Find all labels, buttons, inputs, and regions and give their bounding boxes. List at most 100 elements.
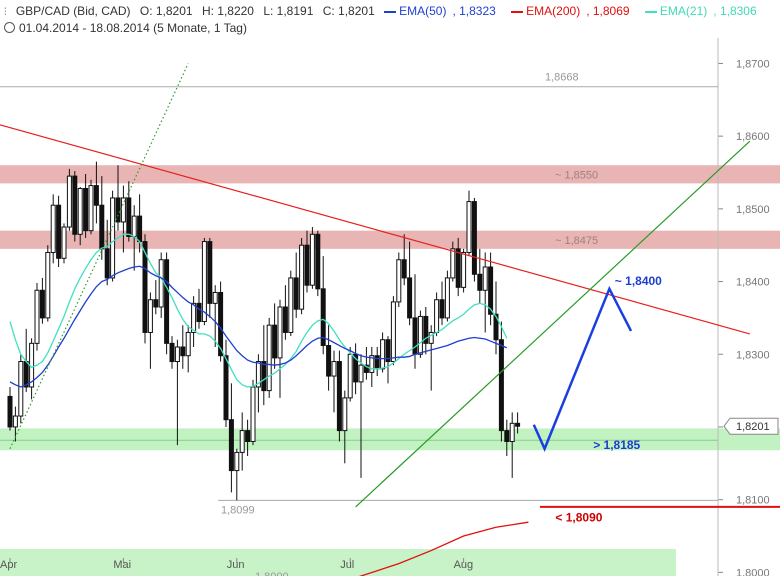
- bottom-partial-label: 1,8000: [255, 571, 289, 576]
- candle-body: [201, 241, 207, 323]
- candle-body: [363, 364, 369, 373]
- low-value: L: 1,8191: [263, 4, 314, 18]
- candle-body: [115, 197, 121, 223]
- candle-body: [498, 339, 504, 432]
- y-tick-label-4: 1,8300: [736, 349, 770, 361]
- candle-body: [110, 197, 116, 279]
- candle-body: [380, 339, 386, 370]
- last-price-label: 1,8201: [736, 421, 770, 433]
- candle-body: [509, 422, 515, 442]
- x-tick-label-3: Jul: [340, 559, 354, 571]
- x-tick-label-2: Jun: [227, 559, 245, 571]
- candle-body: [56, 204, 62, 259]
- candle-body: [304, 244, 310, 286]
- candle-body: [282, 306, 288, 333]
- chart-header: ⫶ GBP/CAD (Bid, CAD) O: 1,8201 H: 1,8220…: [4, 4, 769, 18]
- trendline-2: [9, 63, 189, 450]
- candle-body: [331, 361, 337, 377]
- candle-body: [45, 251, 51, 319]
- candle-body: [180, 346, 186, 357]
- ema21-value: 1,8306: [719, 4, 757, 18]
- zone-band-1: [0, 230, 780, 249]
- annotation-1: > 1,8185: [593, 438, 640, 452]
- y-tick-label-0: 1,8700: [736, 58, 770, 70]
- candle-body: [515, 422, 521, 427]
- candle-body: [266, 324, 272, 392]
- candle-body: [358, 364, 364, 383]
- candle-body: [299, 244, 305, 310]
- candle-body: [66, 175, 72, 228]
- candle-body: [23, 361, 29, 388]
- candle-body: [466, 201, 472, 253]
- candle-body: [239, 430, 245, 453]
- ema50-line: [9, 265, 508, 388]
- candle-body: [169, 342, 175, 363]
- candle-body: [12, 415, 18, 428]
- candle-body: [293, 277, 299, 310]
- candle-body: [50, 204, 56, 253]
- candle-body: [353, 353, 359, 383]
- ema50-label: EMA(50): [399, 4, 447, 18]
- candle-body: [369, 355, 375, 373]
- candle-body: [174, 346, 180, 363]
- ema200-line: [358, 521, 529, 576]
- candle-body: [223, 355, 229, 421]
- x-tick-label-0: Apr: [0, 559, 17, 571]
- candle-body: [158, 259, 164, 308]
- candle-body: [137, 215, 143, 243]
- candle-body: [390, 301, 396, 363]
- close-value: C: 1,8201: [322, 4, 375, 18]
- candle-body: [191, 302, 197, 333]
- projection-path: [532, 285, 633, 452]
- candle-body: [164, 259, 170, 344]
- legend-ema21: EMA(21), 1,8306: [644, 4, 763, 18]
- candle-body: [196, 302, 202, 323]
- candle-body: [374, 355, 380, 370]
- candle-body: [455, 248, 461, 288]
- ref-label-0: 1,8668: [545, 72, 579, 84]
- candle-body: [228, 419, 234, 472]
- candle-body: [326, 345, 332, 377]
- candle-body: [401, 259, 407, 279]
- candle-body: [147, 299, 153, 333]
- x-tick-label-4: Aug: [454, 559, 474, 571]
- open-value: O: 1,8201: [139, 4, 193, 18]
- annotation-0: ~ 1,8400: [615, 274, 662, 288]
- candle-body: [142, 241, 148, 333]
- candle-body: [309, 233, 315, 286]
- candle-body: [320, 288, 326, 347]
- candle-body: [407, 277, 413, 319]
- candle-body: [126, 197, 132, 237]
- ema50-value: 1,8323: [459, 4, 496, 18]
- trendline-0: [0, 124, 750, 335]
- candle-body: [212, 291, 218, 304]
- candle-body: [488, 266, 494, 315]
- candle-body: [477, 273, 483, 291]
- trendline-1: [355, 140, 751, 508]
- candle-body: [99, 204, 105, 250]
- high-value: H: 1,8220: [201, 4, 254, 18]
- last-price-marker: [723, 417, 779, 435]
- candle-body: [83, 187, 89, 232]
- zone-band-0: [0, 165, 780, 184]
- candle-body: [185, 331, 191, 357]
- symbol-label: GBP/CAD (Bid, CAD): [15, 4, 131, 18]
- candle-body: [255, 361, 261, 388]
- candle-body: [336, 361, 342, 432]
- ema21-label: EMA(21): [659, 4, 708, 18]
- zone-band-2: [0, 428, 780, 451]
- legend-ema200: EMA(200), 1,8069: [511, 4, 635, 18]
- candle-body: [131, 215, 137, 237]
- candle-body: [261, 361, 267, 392]
- range-label: 01.04.2014 - 18.08.2014 (5 Monate, 1 Tag…: [19, 21, 247, 35]
- legend-ema50: EMA(50), 1,8323: [384, 4, 502, 18]
- y-tick-label-3: 1,8400: [736, 277, 770, 289]
- candle-body: [504, 430, 510, 443]
- y-tick-label-1: 1,8600: [736, 131, 770, 143]
- candle-body: [250, 386, 256, 442]
- candle-body: [93, 185, 99, 206]
- candle-body: [288, 277, 294, 333]
- candle-body: [277, 306, 283, 359]
- candle-body: [385, 339, 391, 363]
